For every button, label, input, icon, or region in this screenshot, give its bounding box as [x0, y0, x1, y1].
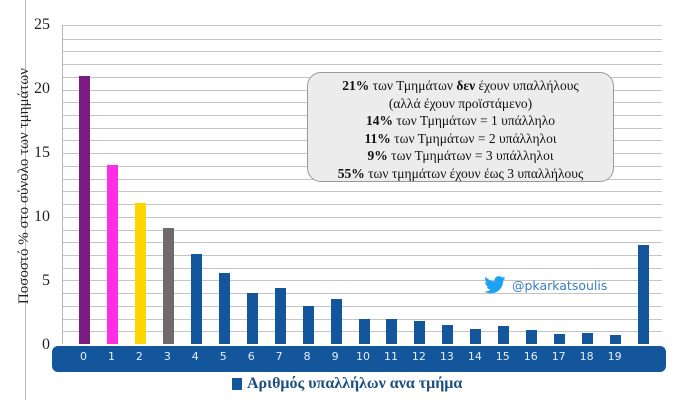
gridline: [63, 242, 662, 244]
gridline: [63, 191, 662, 193]
bar-12: [414, 321, 426, 344]
gridline: [63, 267, 662, 269]
x-tick-12: 12: [411, 350, 426, 363]
gridline: [63, 280, 662, 282]
x-tick-1: 1: [107, 350, 115, 363]
x-tick-0: 0: [80, 350, 87, 363]
gridline: [63, 229, 662, 231]
bar-14: [470, 328, 482, 344]
bar-19: [610, 335, 622, 344]
y-tick-15: 15: [34, 144, 50, 161]
bar-9: [330, 299, 342, 344]
x-tick-9: 9: [331, 350, 339, 363]
x-tick-8: 8: [303, 350, 311, 363]
bar-0: [79, 75, 90, 344]
gridline: [63, 38, 662, 40]
bar-2: [134, 202, 146, 344]
x-tick-6: 6: [247, 350, 255, 363]
y-tick-25: 25: [34, 16, 50, 33]
left-border-line: [25, 0, 26, 400]
gridline: [63, 293, 662, 295]
twitter-credit: @pkarkatsoulis: [484, 276, 607, 294]
legend-label: Αριθμός υπαλλήλων ανα τμήμα: [247, 375, 463, 392]
gridline: [63, 64, 662, 66]
x-tick-11: 11: [383, 350, 398, 363]
x-tick-18: 18: [579, 350, 594, 363]
bar-13: [442, 324, 454, 344]
gridline: [63, 305, 662, 307]
note-line-6: 55% των τμημάτων έχουν έως 3 υπαλλήλους: [337, 165, 584, 181]
note-line-5: 9% των Τμημάτων = 3 υπάλληλοι: [367, 148, 554, 163]
bar-11: [386, 318, 398, 344]
gridline: [63, 216, 662, 218]
bar-16: [526, 330, 538, 344]
twitter-handle: @pkarkatsoulis: [512, 277, 608, 293]
x-tick-19: 19: [607, 350, 622, 363]
x-tick-2: 2: [135, 350, 143, 363]
bar-15: [498, 326, 510, 344]
x-axis-band: 0 1 2 3 4 5 6 7 8 9 10 11 12 13 14 15 16 17 18 19: [52, 346, 666, 372]
note-line-2: (αλλά έχουν προϊστάμενο): [388, 95, 533, 111]
twitter-bird-icon: [484, 276, 506, 294]
gridline: [63, 51, 662, 53]
x-tick-10: 10: [356, 350, 371, 363]
bar-3: [162, 228, 174, 344]
x-tick-16: 16: [523, 350, 538, 363]
y-tick-0: 0: [42, 336, 50, 353]
legend-swatch: [232, 378, 242, 390]
note-line-1: 21% των Τμημάτων δεν έχουν υπαλλήλους: [342, 78, 579, 93]
bar-5: [218, 272, 230, 344]
gridline: [63, 204, 662, 206]
note-line-4: 11% των Τμημάτων = 2 υπάλληλοι: [364, 130, 557, 146]
legend: Αριθμός υπαλλήλων ανα τμήμα: [232, 375, 462, 393]
bar-18: [582, 332, 594, 344]
bar-6: [246, 293, 258, 344]
y-tick-20: 20: [34, 80, 50, 97]
bar-10: [358, 318, 370, 344]
bar-4: [190, 253, 202, 344]
x-tick-14: 14: [467, 350, 482, 363]
bar-17: [554, 333, 566, 344]
x-tick-4: 4: [191, 350, 199, 363]
x-tick-7: 7: [275, 350, 283, 363]
y-tick-10: 10: [34, 208, 50, 225]
y-tick-5: 5: [42, 272, 50, 289]
bar-8: [302, 305, 314, 344]
x-tick-15: 15: [495, 350, 510, 363]
annotation-box: 21% των Τμημάτων δεν έχουν υπαλλήλους (α…: [307, 72, 614, 182]
x-tick-13: 13: [439, 350, 454, 363]
bar-other: [638, 244, 650, 344]
x-tick-3: 3: [163, 350, 171, 363]
gridline: [63, 254, 662, 256]
x-tick-17: 17: [551, 350, 566, 363]
x-tick-5: 5: [219, 350, 227, 363]
bar-1: [106, 164, 118, 344]
note-line-3: 14% των Τμημάτων = 1 υπάλληλο: [365, 113, 556, 128]
bar-7: [274, 288, 286, 344]
